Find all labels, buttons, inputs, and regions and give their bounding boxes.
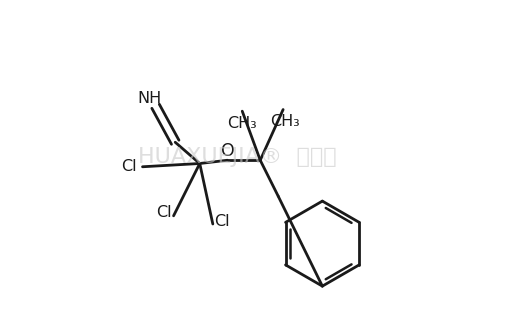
Text: NH: NH	[137, 91, 161, 106]
Text: O: O	[221, 142, 235, 160]
Text: CH₃: CH₃	[227, 116, 257, 131]
Text: HUAXUEJIA®  化学加: HUAXUEJIA® 化学加	[138, 147, 337, 167]
Text: CH₃: CH₃	[270, 114, 300, 129]
Text: Cl: Cl	[156, 205, 172, 220]
Text: Cl: Cl	[214, 214, 230, 229]
Text: Cl: Cl	[122, 159, 137, 174]
